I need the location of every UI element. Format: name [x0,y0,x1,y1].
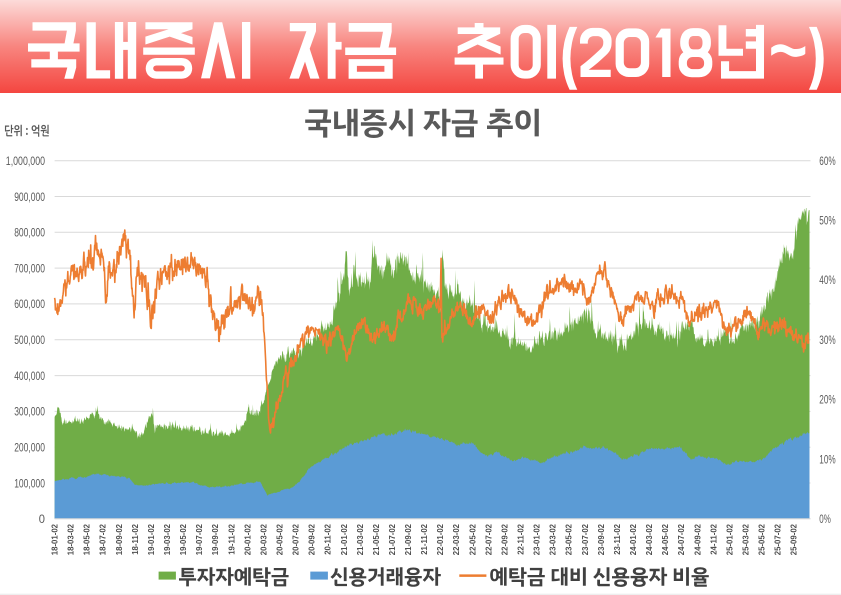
svg-text:21-03-02: 21-03-02 [356,523,365,555]
svg-text:25-03-02: 25-03-02 [742,523,751,555]
svg-text:30%: 30% [819,335,835,347]
svg-text:25-01-02: 25-01-02 [725,523,734,555]
svg-text:0%: 0% [819,514,831,526]
svg-text:200,000: 200,000 [14,441,45,455]
svg-text:24-07-02: 24-07-02 [677,523,686,555]
svg-text:50%: 50% [819,216,835,228]
svg-text:18-03-02: 18-03-02 [67,523,76,555]
svg-text:23-03-02: 23-03-02 [549,523,558,555]
svg-text:22-05-02: 22-05-02 [468,523,477,555]
svg-text:19-11-02: 19-11-02 [227,523,236,554]
svg-text:24-01-02: 24-01-02 [629,523,638,555]
svg-text:1,000,000: 1,000,000 [6,154,45,168]
svg-text:24-09-02: 24-09-02 [693,523,702,555]
svg-text:20-07-02: 20-07-02 [292,523,301,555]
svg-text:21-11-02: 21-11-02 [420,523,429,554]
svg-text:25-07-02: 25-07-02 [774,523,783,555]
svg-text:25-09-02: 25-09-02 [790,523,799,555]
svg-text:22-03-02: 22-03-02 [452,523,461,555]
svg-text:40%: 40% [819,275,835,287]
svg-text:18-05-02: 18-05-02 [83,523,92,555]
svg-text:500,000: 500,000 [14,333,45,347]
svg-text:0: 0 [39,512,45,526]
svg-text:21-05-02: 21-05-02 [372,523,381,555]
svg-text:20-11-02: 20-11-02 [324,523,333,554]
svg-text:23-05-02: 23-05-02 [565,523,574,555]
svg-text:800,000: 800,000 [14,226,45,240]
svg-text:19-07-02: 19-07-02 [195,523,204,555]
svg-text:10%: 10% [819,454,835,466]
svg-text:22-11-02: 22-11-02 [517,523,526,554]
svg-text:18-11-02: 18-11-02 [131,523,140,554]
svg-text:20-01-02: 20-01-02 [243,523,252,555]
svg-text:19-01-02: 19-01-02 [147,523,156,555]
svg-text:23-01-02: 23-01-02 [533,523,542,555]
svg-text:400,000: 400,000 [14,369,45,383]
svg-text:18-01-02: 18-01-02 [51,523,60,555]
svg-text:23-07-02: 23-07-02 [581,523,590,555]
svg-text:22-09-02: 22-09-02 [501,523,510,555]
svg-text:100,000: 100,000 [14,476,45,490]
svg-text:22-01-02: 22-01-02 [436,523,445,555]
svg-text:18-07-02: 18-07-02 [99,523,108,555]
svg-text:22-07-02: 22-07-02 [484,523,493,555]
svg-text:600,000: 600,000 [14,297,45,311]
svg-text:20-03-02: 20-03-02 [259,523,268,555]
svg-text:19-03-02: 19-03-02 [163,523,172,555]
svg-text:700,000: 700,000 [14,261,45,275]
svg-text:24-05-02: 24-05-02 [661,523,670,555]
svg-text:60%: 60% [819,156,835,168]
svg-text:20%: 20% [819,395,835,407]
svg-text:21-09-02: 21-09-02 [404,523,413,555]
svg-text:21-01-02: 21-01-02 [340,523,349,555]
svg-text:20-05-02: 20-05-02 [276,523,285,555]
svg-text:18-09-02: 18-09-02 [115,523,124,555]
svg-text:21-07-02: 21-07-02 [388,523,397,555]
svg-text:300,000: 300,000 [14,405,45,419]
svg-text:23-09-02: 23-09-02 [597,523,606,555]
svg-text:25-05-02: 25-05-02 [758,523,767,555]
svg-text:19-09-02: 19-09-02 [211,523,220,555]
svg-text:20-09-02: 20-09-02 [308,523,317,555]
svg-text:24-03-02: 24-03-02 [645,523,654,555]
svg-text:23-11-02: 23-11-02 [613,523,622,554]
svg-text:24-11-02: 24-11-02 [709,523,718,554]
svg-text:19-05-02: 19-05-02 [179,523,188,555]
svg-text:900,000: 900,000 [14,190,45,204]
